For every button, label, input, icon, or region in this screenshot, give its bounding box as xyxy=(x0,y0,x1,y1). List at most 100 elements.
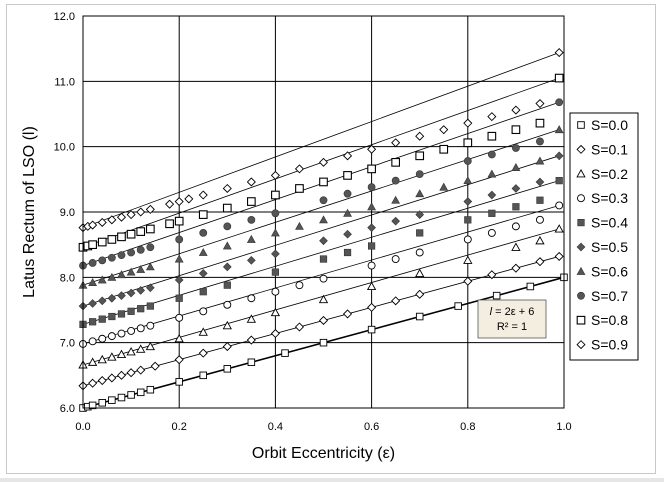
data-point xyxy=(107,373,117,383)
data-point xyxy=(463,176,473,185)
data-point xyxy=(270,328,280,339)
data-point xyxy=(511,105,521,115)
data-point xyxy=(108,396,116,404)
data-point xyxy=(87,357,98,366)
data-point xyxy=(526,282,535,291)
data-point xyxy=(487,270,497,280)
data-point xyxy=(97,237,107,247)
data-point xyxy=(116,212,127,222)
data-point xyxy=(117,393,126,402)
data-point xyxy=(136,245,145,254)
data-point xyxy=(367,325,376,334)
data-point xyxy=(319,236,328,246)
legend-label: S=0.7 xyxy=(591,288,628,304)
data-point xyxy=(223,222,232,231)
data-point xyxy=(136,365,146,375)
data-point xyxy=(247,215,256,224)
data-point xyxy=(487,190,497,200)
legend-marker xyxy=(576,242,586,252)
legend-label: S=0.1 xyxy=(591,141,628,157)
legend-marker xyxy=(576,144,586,154)
data-point xyxy=(127,307,135,315)
data-point xyxy=(439,182,449,191)
data-point xyxy=(126,229,136,239)
data-point xyxy=(511,184,521,193)
data-point xyxy=(555,98,564,107)
data-point xyxy=(463,118,473,128)
data-point xyxy=(117,291,126,300)
data-point xyxy=(487,169,497,178)
data-point xyxy=(89,318,97,326)
y-tick-label: 8.0 xyxy=(60,272,75,284)
legend-label: S=0.4 xyxy=(591,215,628,231)
data-point xyxy=(554,151,564,161)
y-tick-label: 9.0 xyxy=(60,207,75,219)
data-point xyxy=(555,177,563,185)
x-tick-label: 0.0 xyxy=(75,421,90,433)
data-point xyxy=(222,183,232,194)
x-tick-label: 0.4 xyxy=(268,421,283,433)
legend-marker xyxy=(576,315,586,325)
data-point xyxy=(88,299,97,308)
data-point xyxy=(88,337,97,346)
data-point xyxy=(511,125,521,135)
data-point xyxy=(175,294,183,302)
data-point xyxy=(391,157,401,167)
data-point xyxy=(146,385,155,394)
data-point xyxy=(222,320,232,330)
data-point xyxy=(198,190,208,200)
data-point xyxy=(146,283,155,293)
series-line-3 xyxy=(82,205,560,345)
data-point xyxy=(511,263,521,273)
data-point xyxy=(97,275,107,284)
data-point xyxy=(391,195,401,204)
data-point xyxy=(198,348,208,358)
legend-label: S=0.2 xyxy=(591,166,628,182)
legend-label: S=0.0 xyxy=(591,117,628,133)
y-axis-title: Latus Rectum of LSO (l) xyxy=(21,126,38,298)
legend-label: S=0.3 xyxy=(591,190,628,206)
data-point xyxy=(198,327,208,336)
data-point xyxy=(319,255,328,263)
data-point xyxy=(294,164,304,174)
data-point xyxy=(247,197,256,206)
data-point xyxy=(117,232,126,242)
data-point xyxy=(126,288,136,298)
data-point xyxy=(536,137,544,146)
data-point xyxy=(126,210,136,220)
data-point xyxy=(199,288,207,296)
data-point xyxy=(367,164,376,174)
data-point xyxy=(97,354,107,364)
data-point xyxy=(487,112,497,122)
data-point xyxy=(415,268,425,277)
data-point xyxy=(150,361,160,371)
legend-label: S=0.8 xyxy=(591,312,628,328)
data-point xyxy=(246,234,256,243)
x-tick-label: 0.6 xyxy=(364,421,379,433)
data-point xyxy=(318,157,329,167)
data-point xyxy=(343,229,352,239)
data-point xyxy=(367,223,376,233)
data-point xyxy=(199,307,208,316)
data-point xyxy=(295,281,304,290)
data-point xyxy=(88,240,97,250)
data-point xyxy=(198,269,208,278)
data-point xyxy=(463,255,473,264)
legend-marker xyxy=(577,194,585,203)
data-point xyxy=(222,342,232,352)
data-point xyxy=(146,243,155,252)
data-point xyxy=(464,216,472,224)
series-line-5 xyxy=(82,155,560,307)
y-tick-label: 6.0 xyxy=(60,403,75,415)
data-point xyxy=(174,197,184,207)
data-point xyxy=(223,300,232,309)
data-point xyxy=(146,321,155,330)
data-point xyxy=(174,216,184,226)
data-point xyxy=(107,272,117,281)
data-point xyxy=(116,370,127,380)
equation-text: l = 2ε + 6 xyxy=(490,306,535,318)
data-point xyxy=(271,209,280,218)
data-point xyxy=(117,329,126,338)
data-point xyxy=(108,312,116,321)
series-line-4 xyxy=(82,180,560,325)
